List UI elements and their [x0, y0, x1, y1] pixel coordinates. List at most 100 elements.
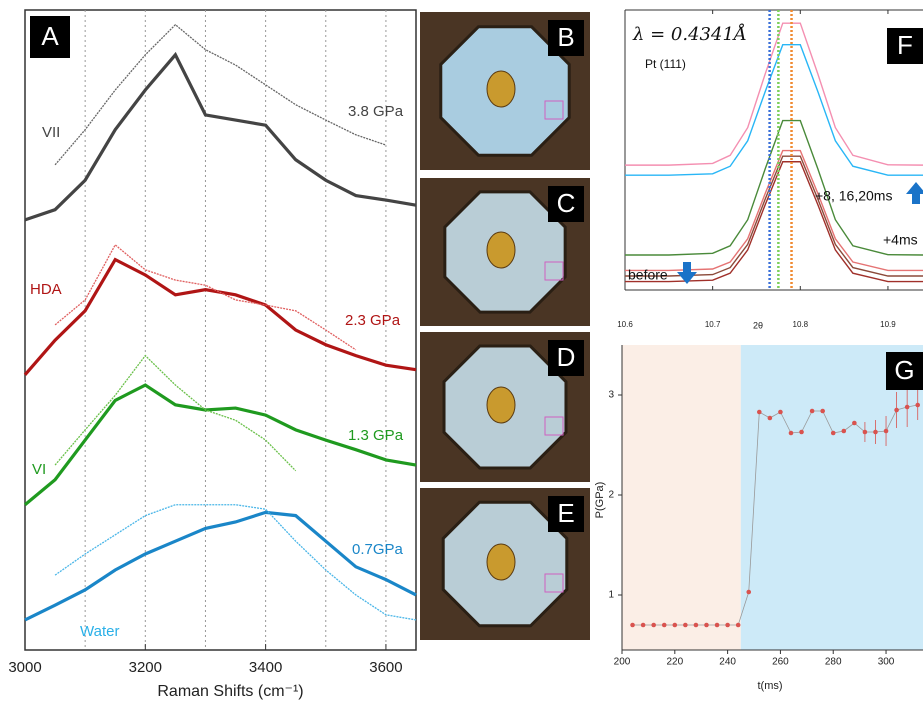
region: [622, 345, 741, 650]
x-tick-label: 260: [772, 657, 789, 668]
panel-label-box: [548, 186, 584, 222]
series-line: [54, 354, 297, 472]
x-tick-label: 3400: [249, 659, 282, 676]
y-tick-label: 2: [608, 490, 614, 501]
data-point: [630, 622, 635, 628]
probe-spot: [544, 261, 564, 281]
probe-spot: [544, 100, 564, 120]
plot-frame: [24, 9, 417, 651]
series-line: [54, 504, 417, 621]
data-point: [788, 430, 794, 436]
y-tick-label: 1: [608, 590, 614, 601]
x-tick-label: 10.7: [705, 320, 721, 329]
sample-grain: [486, 231, 516, 269]
annotation: +8, 16,20ms: [815, 188, 892, 204]
series-line: [625, 149, 923, 272]
series-line: [24, 51, 417, 222]
annotation: Pt (111): [645, 57, 686, 71]
data-point: [672, 622, 678, 628]
x-tick-label: 280: [825, 657, 842, 668]
panel-label: G: [894, 355, 914, 385]
panel-label: B: [557, 22, 574, 52]
series-line: [625, 22, 923, 166]
x-tick-label: 240: [719, 657, 736, 668]
data-point: [640, 622, 646, 628]
panel-label: C: [557, 188, 576, 218]
data-point: [704, 622, 709, 628]
panel-label: F: [897, 30, 913, 60]
data-point: [852, 420, 857, 426]
sample-grain: [486, 386, 516, 424]
x-tick-label: 10.6: [617, 320, 633, 329]
data-point: [820, 408, 825, 414]
series-label: 0.7GPa: [352, 541, 404, 558]
annotation: before: [628, 267, 668, 283]
phase-label: VI: [32, 461, 46, 478]
x-tick-label: 220: [666, 657, 683, 668]
phase-label: Water: [80, 623, 119, 640]
data-point: [714, 622, 720, 628]
sample-grain: [486, 543, 516, 581]
data-point: [915, 402, 921, 408]
data-point: [778, 409, 783, 415]
panel-label: E: [557, 498, 574, 528]
series-line: [625, 155, 923, 277]
series-label: 2.3 GPa: [345, 312, 401, 329]
panel-label-box: [30, 16, 70, 58]
panel-label-box: [887, 28, 923, 64]
data-point: [809, 408, 815, 414]
series-line: [625, 119, 923, 256]
panel-label: D: [557, 342, 576, 372]
panel-label-box: [548, 20, 584, 56]
x-axis-label: 2θ: [753, 320, 763, 330]
data-point: [862, 429, 868, 435]
data-point: [873, 429, 878, 435]
annotation: +4ms: [883, 232, 918, 248]
data-point: [894, 407, 899, 413]
arrow-up: [906, 182, 923, 204]
x-tick-label: 300: [878, 657, 895, 668]
data-point: [735, 622, 741, 628]
y-axis-label: P(GPa): [594, 482, 606, 519]
arrow-down: [677, 262, 697, 284]
series-line: [54, 23, 387, 166]
data-point: [725, 622, 730, 628]
data-point: [661, 622, 667, 628]
series-line: [625, 161, 923, 283]
data-point: [683, 622, 688, 628]
x-axis-label: t(ms): [757, 680, 782, 692]
data-point: [746, 589, 752, 595]
x-tick-label: 3200: [129, 659, 162, 676]
x-tick-label: 10.8: [793, 320, 809, 329]
series-line: [625, 44, 923, 176]
panel-label-box: [886, 352, 923, 390]
data-point: [904, 404, 910, 410]
series-line: [54, 243, 357, 351]
y-tick-label: 3: [608, 390, 614, 401]
data-point: [883, 428, 889, 434]
x-tick-label: 200: [614, 657, 631, 668]
data-point: [767, 415, 773, 421]
series-line: [23, 383, 417, 506]
panel-label-box: [548, 496, 584, 532]
panel-label-box: [548, 340, 584, 376]
sample-grain: [486, 70, 516, 108]
series-line: [24, 510, 417, 622]
x-tick-label: 3600: [369, 659, 402, 676]
probe-spot: [544, 416, 564, 436]
x-axis-label: Raman Shifts (cm⁻¹): [157, 683, 303, 700]
x-tick-label: 10.9: [880, 320, 896, 329]
data-point: [841, 428, 847, 434]
data-point: [830, 430, 836, 436]
series-label: 1.3 GPa: [348, 427, 404, 444]
data-point: [651, 622, 656, 628]
data-point: [756, 409, 762, 415]
data-point: [799, 429, 804, 435]
phase-label: VII: [42, 124, 60, 141]
x-tick-label: 3000: [8, 659, 41, 676]
probe-spot: [544, 573, 564, 593]
series-label: 3.8 GPa: [348, 103, 404, 120]
data-point: [693, 622, 699, 628]
region: [740, 345, 923, 650]
